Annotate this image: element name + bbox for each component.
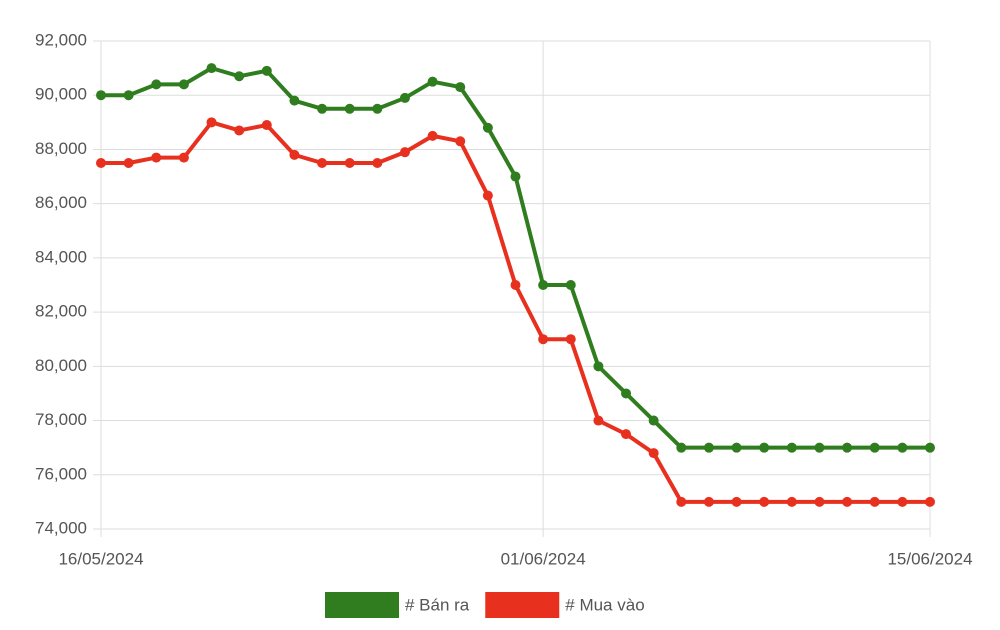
y-tick-label: 74,000 — [35, 518, 87, 537]
point — [178, 79, 189, 90]
point — [621, 429, 632, 440]
point — [482, 190, 493, 201]
legend-swatch — [485, 592, 560, 618]
point — [565, 334, 576, 345]
point — [621, 388, 632, 399]
point — [538, 334, 549, 345]
point — [786, 442, 797, 453]
point — [123, 90, 134, 101]
point — [703, 496, 714, 507]
point — [814, 496, 825, 507]
x-tick-label: 01/06/2024 — [501, 549, 586, 568]
legend-label: # Mua vào — [565, 595, 644, 614]
y-tick-label: 92,000 — [35, 30, 87, 49]
point — [234, 125, 245, 136]
point — [842, 442, 853, 453]
point — [593, 415, 604, 426]
point — [676, 442, 687, 453]
point — [925, 496, 935, 507]
point — [731, 442, 742, 453]
point — [897, 442, 908, 453]
y-tick-label: 84,000 — [35, 247, 87, 266]
point — [510, 171, 521, 182]
point — [565, 280, 576, 290]
point — [427, 130, 438, 141]
point — [648, 415, 659, 426]
point — [289, 95, 300, 106]
point — [869, 496, 880, 507]
point — [206, 117, 217, 128]
y-tick-label: 76,000 — [35, 464, 87, 483]
point — [178, 152, 189, 163]
y-tick-label: 82,000 — [35, 302, 87, 321]
point — [482, 122, 493, 133]
point — [123, 158, 134, 168]
point — [814, 442, 825, 453]
point — [842, 496, 853, 507]
point — [455, 82, 466, 93]
point — [399, 92, 410, 103]
y-tick-label: 90,000 — [35, 85, 87, 104]
point — [897, 496, 908, 507]
point — [703, 442, 714, 453]
point — [261, 65, 272, 76]
y-tick-label: 80,000 — [35, 356, 87, 375]
point — [731, 496, 742, 507]
point — [786, 496, 797, 507]
point — [455, 136, 466, 147]
point — [427, 76, 438, 87]
y-tick-label: 86,000 — [35, 193, 87, 212]
point — [759, 496, 770, 507]
point — [289, 149, 300, 160]
legend-swatch — [325, 592, 399, 618]
y-tick-label: 78,000 — [35, 410, 87, 429]
point — [317, 158, 328, 168]
point — [151, 152, 162, 163]
x-tick-label: 15/06/2024 — [887, 549, 972, 568]
point — [925, 442, 935, 453]
point — [344, 158, 355, 168]
point — [593, 361, 604, 372]
x-tick-label: 16/05/2024 — [58, 549, 143, 568]
point — [510, 280, 521, 290]
point — [261, 120, 272, 131]
point — [676, 496, 687, 507]
point — [96, 90, 106, 101]
legend-label: # Bán ra — [405, 595, 470, 614]
point — [234, 71, 245, 82]
point — [538, 280, 549, 290]
point — [372, 158, 383, 168]
y-tick-label: 88,000 — [35, 139, 87, 158]
point — [648, 448, 659, 459]
point — [399, 147, 410, 158]
point — [372, 103, 383, 114]
point — [317, 103, 328, 114]
point — [344, 103, 355, 114]
point — [151, 79, 162, 90]
point — [869, 442, 880, 453]
point — [759, 442, 770, 453]
point — [96, 158, 106, 168]
point — [206, 63, 217, 74]
